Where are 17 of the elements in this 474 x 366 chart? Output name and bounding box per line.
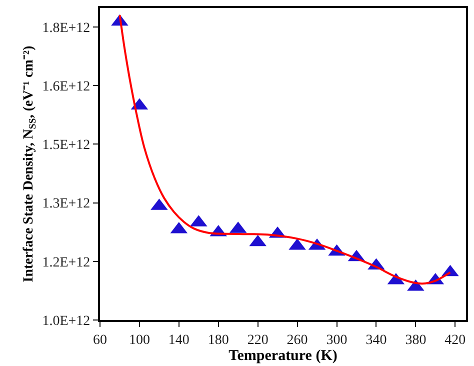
y-tick-label: 1.3E+12 <box>42 196 90 212</box>
x-tick-label: 100 <box>128 332 150 348</box>
y-tick-label: 1.8E+12 <box>42 20 90 36</box>
x-tick-label: 300 <box>326 332 348 348</box>
y-tick-label: 1.6E+12 <box>42 80 90 95</box>
y-tick-label: 1.2E+12 <box>42 255 90 270</box>
x-tick-label: 180 <box>208 332 229 348</box>
x-tick-label: 260 <box>286 332 308 348</box>
x-tick-label: 380 <box>405 332 426 348</box>
x-tick-label: 340 <box>366 332 387 348</box>
x-axis-title: Temperature (K) <box>228 348 338 364</box>
y-tick-label: 1.0E+12 <box>42 314 90 329</box>
x-tick-label: 140 <box>168 332 190 348</box>
x-tick-label: 220 <box>247 332 268 348</box>
y-tick-label: 1.5E+12 <box>42 138 90 154</box>
x-tick-label: 60 <box>93 332 107 348</box>
x-tick-label: 420 <box>444 332 466 348</box>
